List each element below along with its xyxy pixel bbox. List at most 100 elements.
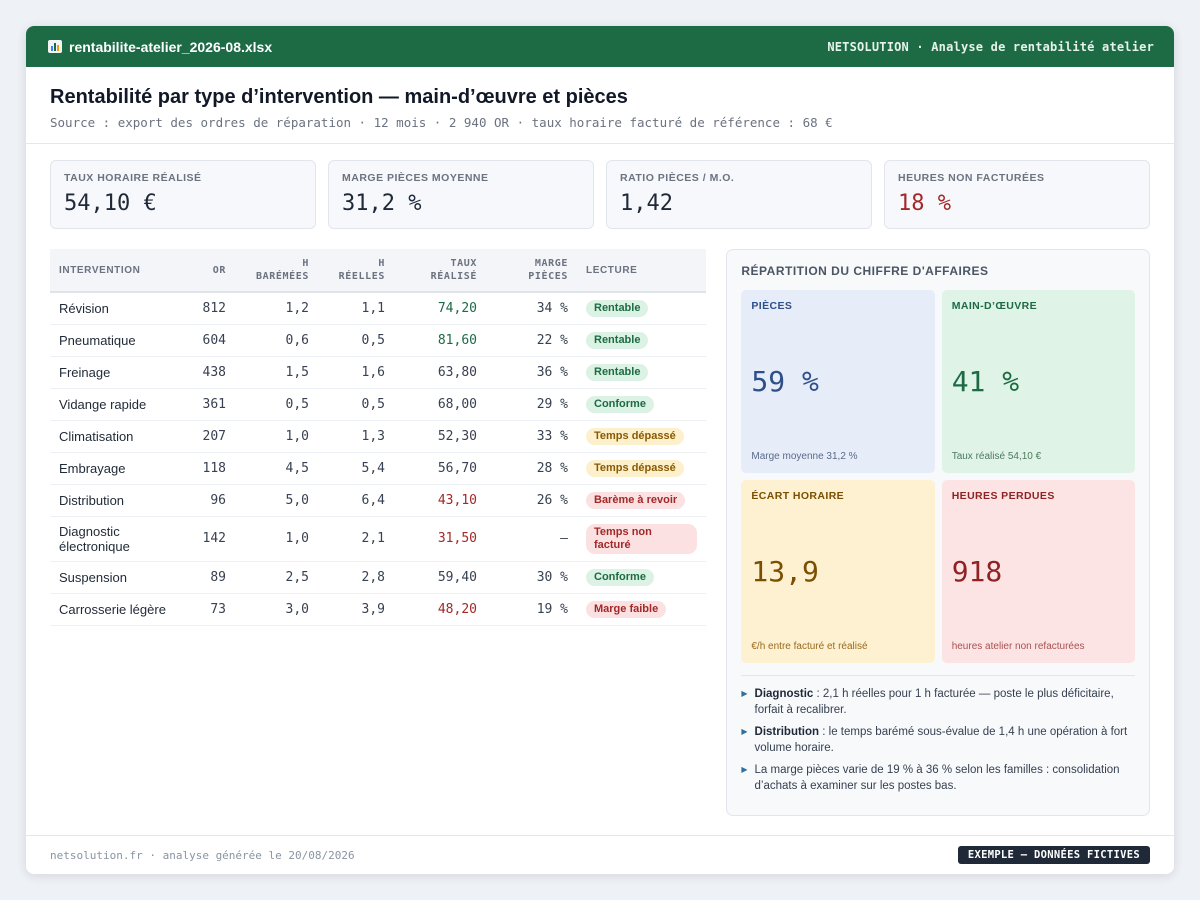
status-badge: Temps dépassé	[586, 428, 684, 445]
table-row: Embrayage 118 4,5 5,4 56,70 28 % Temps d…	[50, 452, 707, 485]
tile-heures-perdues: HEURES PERDUES 918 heures atelier non re…	[941, 480, 1135, 663]
tile-main-doeuvre: MAIN-D’ŒUVRE 41 % Taux réalisé 54,10 €	[941, 290, 1135, 473]
cell-or: 438	[180, 356, 235, 389]
cell-h-reelles: 2,1	[318, 516, 394, 562]
table-row: Suspension 89 2,5 2,8 59,40 30 % Conform…	[50, 561, 707, 594]
cell-marge: 34 %	[486, 292, 577, 325]
tile-value: 918	[951, 555, 1003, 588]
cell-intervention: Vidange rapide	[50, 388, 180, 421]
cell-marge: 33 %	[486, 420, 577, 453]
tile-pieces: PIÈCES 59 % Marge moyenne 31,2 %	[741, 290, 935, 473]
status-badge: Barème à revoir	[586, 492, 686, 509]
cell-h-baremees: 1,0	[235, 420, 318, 453]
note-item: ▶ Diagnostic : 2,1 h réelles pour 1 h fa…	[741, 686, 1135, 718]
status-badge: Temps dépassé	[586, 460, 684, 477]
cell-or: 118	[180, 452, 235, 485]
table-row: Freinage 438 1,5 1,6 63,80 36 % Rentable	[50, 356, 707, 389]
cell-marge: 29 %	[486, 388, 577, 421]
footer: netsolution.fr · analyse générée le 20/0…	[26, 835, 1174, 874]
spreadsheet-icon	[48, 40, 62, 53]
cell-intervention: Révision	[50, 292, 180, 325]
cell-marge: 28 %	[486, 452, 577, 485]
kpi-card-heures-non-facturees: HEURES NON FACTURÉES 18 %	[884, 160, 1150, 229]
kpi-card-marge-pieces: MARGE PIÈCES MOYENNE 31,2 %	[328, 160, 594, 229]
tile-note: €/h entre facturé et réalisé	[751, 641, 868, 652]
cell-marge: 30 %	[486, 561, 577, 594]
cell-h-baremees: 5,0	[235, 484, 318, 517]
triangle-bullet-icon: ▶	[741, 689, 748, 698]
col-header-line: H	[302, 258, 309, 269]
cell-h-baremees: 0,5	[235, 388, 318, 421]
cell-intervention: Embrayage	[50, 452, 180, 485]
status-badge: Conforme	[586, 569, 654, 586]
cell-h-baremees: 1,0	[235, 516, 318, 562]
status-badge: Rentable	[586, 332, 649, 349]
file-name: rentabilite-atelier_2026-08.xlsx	[69, 38, 273, 55]
col-header-or: OR	[180, 249, 235, 293]
page-header: Rentabilité par type d’intervention — ma…	[26, 67, 1174, 144]
cell-h-reelles: 1,3	[318, 420, 394, 453]
note-body: La marge pièces varie de 19 % à 36 % sel…	[754, 764, 1120, 792]
status-badge: Conforme	[586, 396, 654, 413]
cell-lecture: Temps dépassé	[577, 452, 707, 485]
tile-label: ÉCART HORAIRE	[751, 490, 845, 502]
cell-h-baremees: 3,0	[235, 593, 318, 626]
col-header-line: H	[378, 258, 385, 269]
tile-value: 59 %	[751, 365, 819, 398]
cell-taux: 74,20	[394, 292, 486, 325]
kpi-label: HEURES NON FACTURÉES	[898, 172, 1045, 184]
status-badge: Temps non facturé	[586, 523, 698, 554]
col-header-line: RÉELLES	[338, 271, 385, 282]
cell-or: 361	[180, 388, 235, 421]
cell-h-baremees: 2,5	[235, 561, 318, 594]
cell-taux: 31,50	[394, 516, 486, 562]
cell-lecture: Temps dépassé	[577, 420, 707, 453]
cell-lecture: Rentable	[577, 292, 707, 325]
cell-intervention: Diagnostic électronique	[50, 516, 180, 562]
tile-note: heures atelier non refacturées	[951, 641, 1085, 652]
col-header-line: BARÉMÉES	[256, 271, 309, 282]
table-row: Pneumatique 604 0,6 0,5 81,60 22 % Renta…	[50, 324, 707, 357]
cell-h-baremees: 0,6	[235, 324, 318, 357]
col-header-intervention: INTERVENTION	[50, 249, 180, 293]
table-header-row: INTERVENTION OR H BARÉMÉES H RÉELLES TAUX R…	[50, 249, 707, 293]
kpi-label: TAUX HORAIRE RÉALISÉ	[64, 172, 202, 184]
title-bar: rentabilite-atelier_2026-08.xlsx NETSOLU…	[26, 26, 1174, 67]
note-item: ▶ La marge pièces varie de 19 % à 36 % s…	[741, 762, 1135, 794]
cell-taux: 52,30	[394, 420, 486, 453]
status-badge: Rentable	[586, 364, 649, 381]
cell-taux: 63,80	[394, 356, 486, 389]
cell-h-reelles: 1,1	[318, 292, 394, 325]
note-keyword: Diagnostic	[754, 688, 814, 700]
cell-taux: 43,10	[394, 484, 486, 517]
kpi-value: 54,10 €	[64, 191, 157, 216]
table-row: Révision 812 1,2 1,1 74,20 34 % Rentable	[50, 292, 707, 325]
status-badge: Rentable	[586, 300, 649, 318]
cell-intervention: Suspension	[50, 561, 180, 594]
cell-marge: —	[486, 516, 577, 562]
col-header-marge: MARGE PIÈCES	[486, 249, 577, 293]
profitability-table-section: INTERVENTION OR H BARÉMÉES H RÉELLES TAUX R…	[50, 249, 707, 816]
cell-h-reelles: 5,4	[318, 452, 394, 485]
cell-h-reelles: 2,8	[318, 561, 394, 594]
col-header-line: RÉALISÉ	[430, 271, 477, 282]
kpi-row: TAUX HORAIRE RÉALISÉ 54,10 € MARGE PIÈCE…	[26, 144, 1174, 229]
cell-h-reelles: 1,6	[318, 356, 394, 389]
cell-h-baremees: 1,2	[235, 292, 318, 325]
profitability-table: INTERVENTION OR H BARÉMÉES H RÉELLES TAUX R…	[50, 249, 707, 626]
kpi-label: MARGE PIÈCES MOYENNE	[342, 172, 489, 184]
cell-lecture: Barème à revoir	[577, 484, 707, 517]
revenue-breakdown-panel: RÉPARTITION DU CHIFFRE D'AFFAIRES PIÈCES…	[726, 249, 1150, 816]
cell-taux: 81,60	[394, 324, 486, 357]
table-row: Vidange rapide 361 0,5 0,5 68,00 29 % Co…	[50, 388, 707, 421]
tile-ecart-horaire: ÉCART HORAIRE 13,9 €/h entre facturé et …	[741, 480, 935, 663]
cell-or: 73	[180, 593, 235, 626]
cell-h-reelles: 3,9	[318, 593, 394, 626]
col-header-lecture: LECTURE	[577, 249, 707, 293]
note-item: ▶ Distribution : le temps barémé sous-év…	[741, 724, 1135, 756]
col-header-h-baremees: H BARÉMÉES	[235, 249, 318, 293]
cell-h-reelles: 0,5	[318, 324, 394, 357]
kpi-label: RATIO PIÈCES / M.O.	[620, 172, 735, 184]
table-row: Distribution 96 5,0 6,4 43,10 26 % Barèm…	[50, 484, 707, 517]
note-body: : 2,1 h réelles pour 1 h facturée — post…	[754, 688, 1114, 716]
